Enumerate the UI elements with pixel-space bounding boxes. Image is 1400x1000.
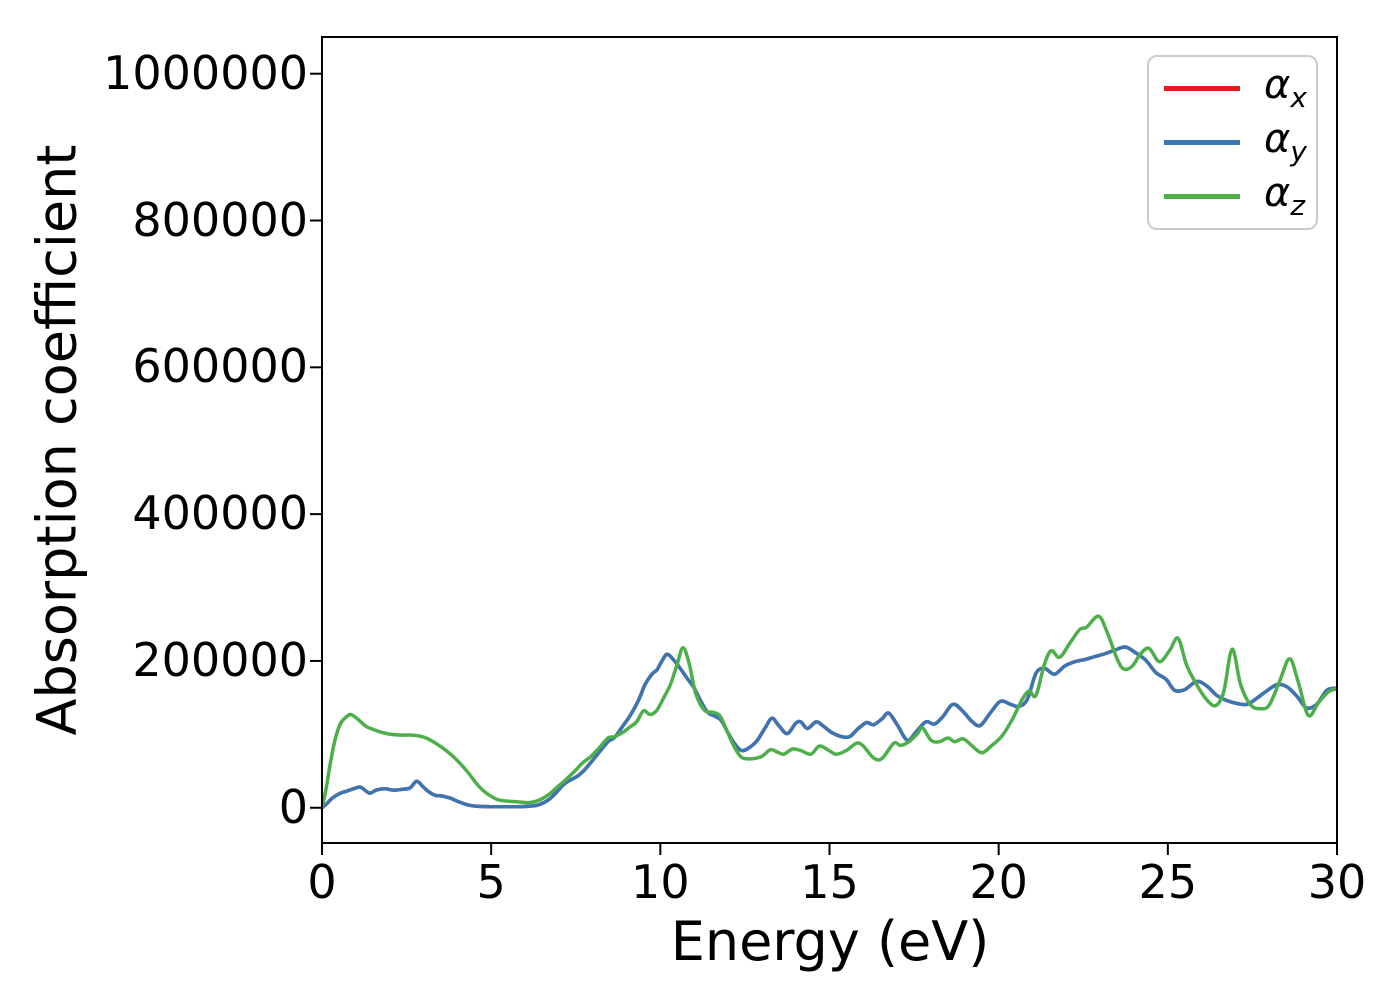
y-tick-label-0: 0 [278, 779, 308, 834]
series-line-alpha_y [322, 645, 1337, 810]
legend-label-base: α [1264, 115, 1291, 162]
legend-label-alpha_z: αz [1264, 173, 1305, 220]
x-tick-label-20: 20 [969, 855, 1028, 909]
legend-label-alpha_y: αy [1264, 119, 1307, 166]
axes-frame [321, 36, 1338, 844]
legend: αx αy αz [1147, 55, 1318, 230]
legend-swatch-alpha_z [1164, 194, 1240, 200]
legend-label-alpha_x: αx [1264, 65, 1307, 112]
legend-entry-alpha_z: αz [1149, 171, 1316, 223]
legend-entry-alpha_x: αx [1149, 62, 1316, 114]
x-tick-label-5: 5 [476, 855, 506, 909]
legend-swatch-alpha_x [1164, 85, 1240, 91]
legend-entry-alpha_y: αy [1149, 116, 1316, 168]
x-axis-label: Energy (eV) [670, 910, 990, 973]
x-tick-label-30: 30 [1307, 855, 1367, 909]
y-tick-label-200000: 200000 [132, 632, 308, 687]
x-tick-label-10: 10 [631, 855, 690, 909]
y-tick-label-1000000: 1000000 [103, 45, 308, 100]
series-line-alpha_z [322, 614, 1337, 810]
y-tick-label-400000: 400000 [132, 486, 308, 541]
x-tick-label-25: 25 [1138, 855, 1198, 909]
legend-label-sub: z [1290, 189, 1306, 223]
legend-label-base: α [1264, 170, 1291, 217]
y-axis-label: Absorption coefficient [25, 144, 89, 736]
legend-label-sub: x [1290, 80, 1307, 114]
series-line-alpha_x [322, 645, 1337, 810]
x-tick-label-15: 15 [800, 855, 859, 909]
legend-label-sub: y [1290, 134, 1307, 168]
y-tick-label-800000: 800000 [132, 192, 308, 247]
x-tick-label-0: 0 [307, 855, 337, 909]
legend-swatch-alpha_y [1164, 139, 1240, 145]
legend-label-base: α [1264, 61, 1291, 108]
y-tick-label-600000: 600000 [132, 339, 308, 394]
